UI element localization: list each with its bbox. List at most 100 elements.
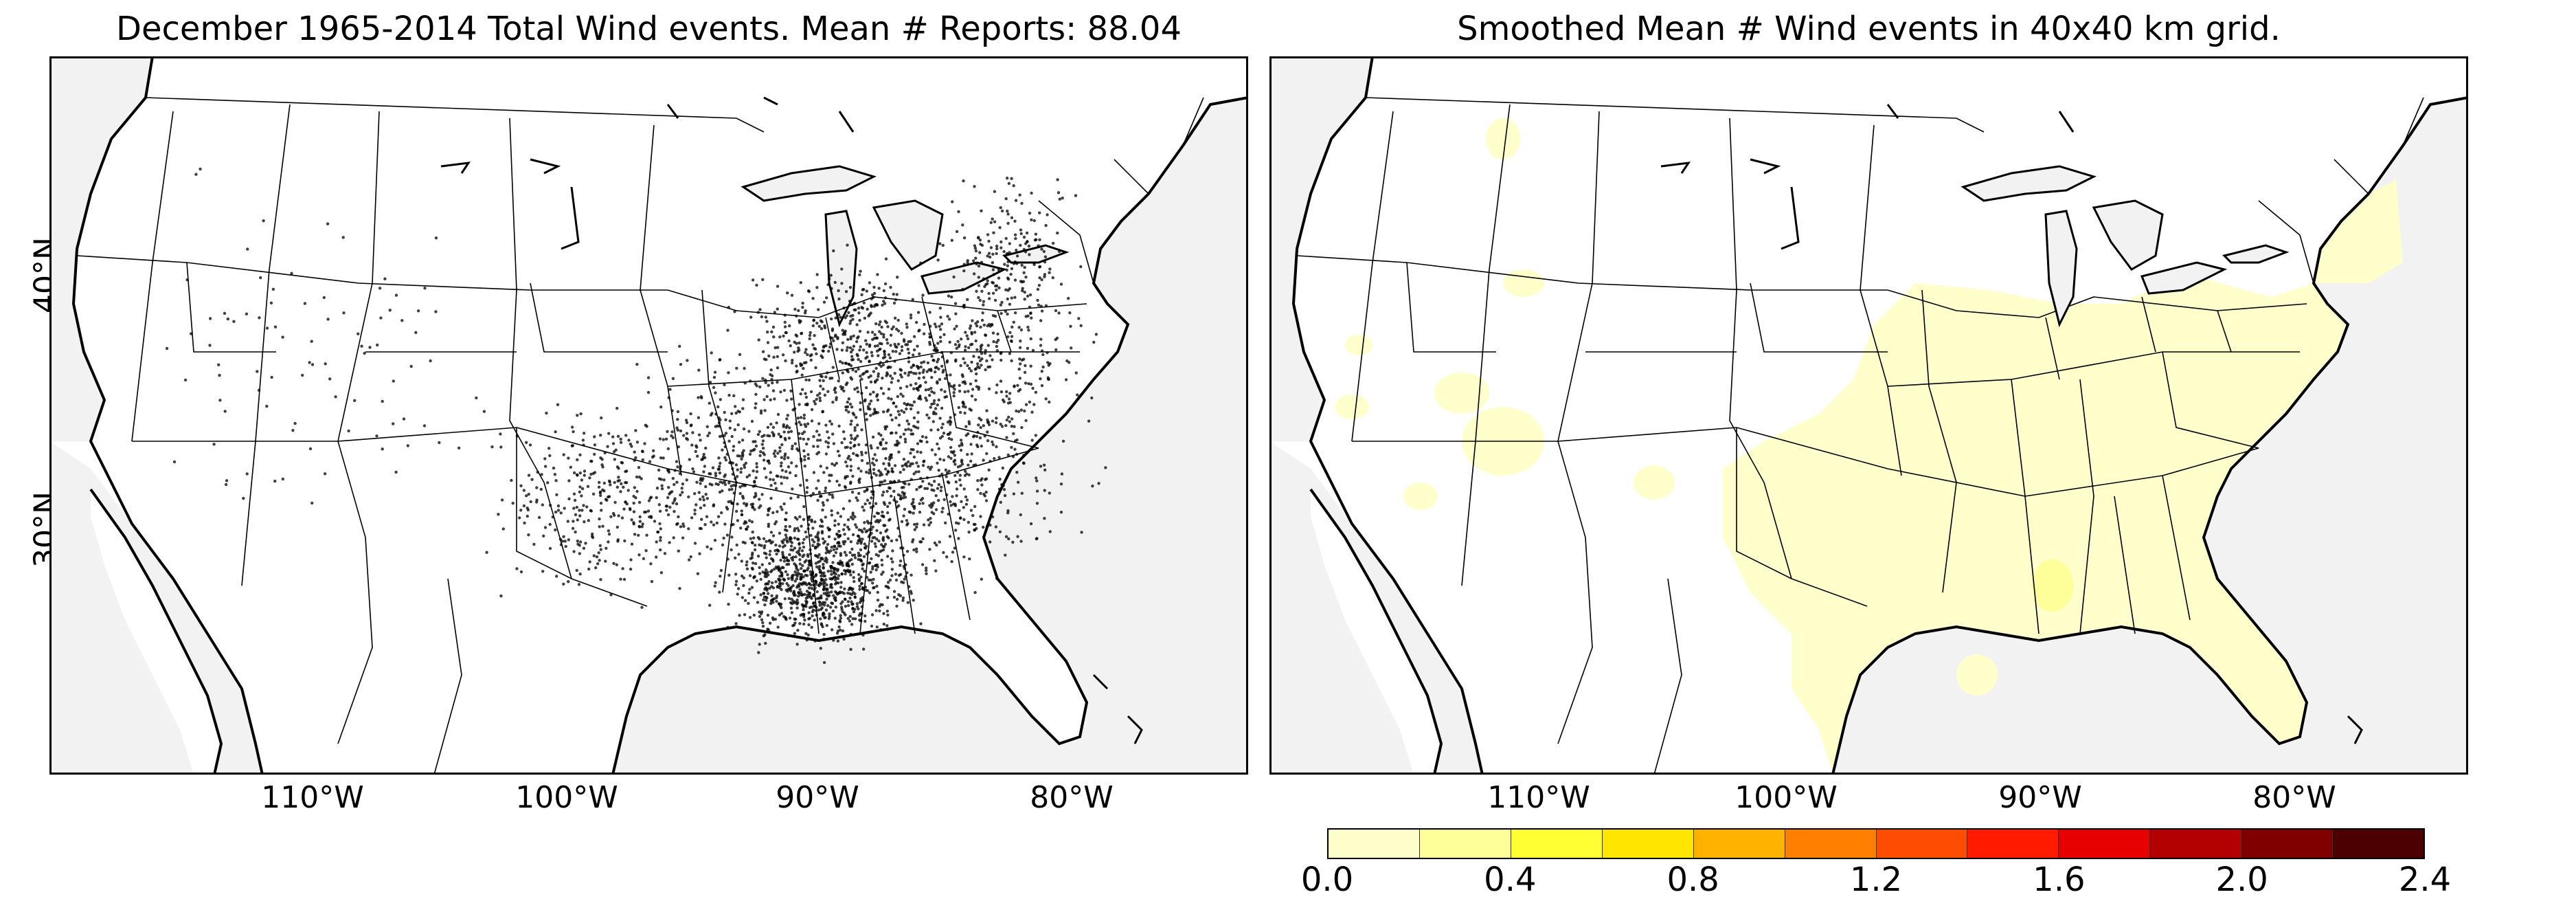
colorbar-segment <box>2333 830 2424 858</box>
wind-report-point <box>986 421 990 424</box>
wind-report-point <box>802 553 806 557</box>
wind-report-point <box>768 553 771 557</box>
wind-report-point <box>904 563 907 566</box>
wind-report-point <box>886 325 890 329</box>
wind-report-point <box>883 502 887 506</box>
wind-report-point <box>817 324 822 328</box>
wind-report-point <box>806 523 811 526</box>
wind-report-point <box>703 504 706 507</box>
wind-report-point <box>997 487 1002 491</box>
wind-report-point <box>979 491 982 496</box>
wind-report-point <box>925 413 929 417</box>
wind-report-point <box>848 402 852 406</box>
wind-report-point <box>599 578 602 581</box>
wind-report-point <box>1006 212 1010 216</box>
wind-report-point <box>815 352 818 355</box>
wind-report-point <box>968 366 971 370</box>
wind-report-point <box>817 433 821 436</box>
wind-report-point <box>866 331 870 334</box>
wind-report-point <box>553 473 557 476</box>
wind-report-point <box>736 410 740 413</box>
wind-report-point <box>978 417 981 420</box>
wind-report-point <box>861 562 865 566</box>
wind-report-point <box>810 586 814 590</box>
wind-report-point <box>825 588 829 592</box>
wind-report-point <box>754 544 757 547</box>
wind-report-point <box>743 366 746 370</box>
wind-report-point <box>1022 271 1026 274</box>
wind-report-point <box>658 522 662 526</box>
wind-report-point <box>612 450 616 454</box>
wind-report-point <box>832 639 835 642</box>
wind-report-point <box>872 471 876 475</box>
wind-report-point <box>967 473 971 477</box>
wind-report-point <box>812 594 816 597</box>
wind-report-point <box>769 368 773 372</box>
wind-report-point <box>969 509 973 512</box>
wind-report-point <box>998 226 1002 230</box>
wind-report-point <box>1004 424 1008 428</box>
wind-report-point <box>847 362 851 366</box>
wind-report-point <box>909 428 913 432</box>
wind-report-point <box>500 498 504 502</box>
wind-report-point <box>937 482 941 487</box>
wind-report-point <box>634 496 637 500</box>
wind-report-point <box>951 385 955 389</box>
wind-report-point <box>775 596 778 599</box>
wind-report-point <box>714 391 717 395</box>
wind-report-point <box>750 419 754 423</box>
wind-report-point <box>1038 276 1041 280</box>
wind-report-point <box>747 591 751 595</box>
wind-report-point <box>771 425 776 429</box>
wind-report-point <box>779 435 782 439</box>
wind-report-point <box>822 661 826 665</box>
wind-report-point <box>673 499 676 502</box>
wind-report-point <box>681 522 685 526</box>
wind-report-point <box>877 375 880 378</box>
wind-report-point <box>901 395 905 398</box>
wind-report-point <box>673 482 676 487</box>
wind-report-point <box>916 344 919 348</box>
wind-report-point <box>766 613 770 617</box>
wind-report-point <box>630 518 633 522</box>
wind-report-point <box>693 512 697 515</box>
wind-report-point <box>768 621 772 625</box>
wind-report-point <box>632 510 636 513</box>
wind-report-point <box>895 439 899 443</box>
wind-report-point <box>795 526 800 530</box>
wind-report-point <box>697 396 700 399</box>
wind-report-point <box>932 401 936 406</box>
wind-report-point <box>819 524 822 528</box>
wind-report-point <box>580 494 583 498</box>
wind-report-point <box>789 606 793 610</box>
wind-report-point <box>894 298 898 302</box>
wind-report-point <box>613 513 616 517</box>
wind-report-point <box>699 506 703 510</box>
wind-report-point <box>914 372 918 375</box>
wind-report-point <box>680 487 683 490</box>
wind-report-point <box>1012 492 1016 496</box>
wind-report-point <box>780 456 784 459</box>
wind-report-point <box>522 504 526 508</box>
wind-report-point <box>758 498 761 501</box>
wind-report-point <box>741 596 744 599</box>
wind-report-point <box>912 387 916 390</box>
wind-report-point <box>791 359 794 362</box>
wind-report-point <box>727 488 731 491</box>
wind-report-point <box>921 480 925 483</box>
wind-report-point <box>224 482 228 487</box>
wind-report-point <box>738 485 742 489</box>
wind-report-point <box>912 372 916 375</box>
wind-report-point <box>837 289 840 293</box>
wind-report-point <box>673 469 677 472</box>
wind-report-point <box>807 515 811 519</box>
wind-report-point <box>983 434 986 438</box>
wind-report-point <box>795 643 799 646</box>
wind-report-point <box>887 397 890 400</box>
wind-report-point <box>678 471 681 476</box>
wind-report-point <box>863 586 868 589</box>
wind-report-point <box>842 331 846 335</box>
wind-report-point <box>1019 540 1023 543</box>
wind-report-point <box>821 537 825 541</box>
wind-report-point <box>752 613 756 617</box>
